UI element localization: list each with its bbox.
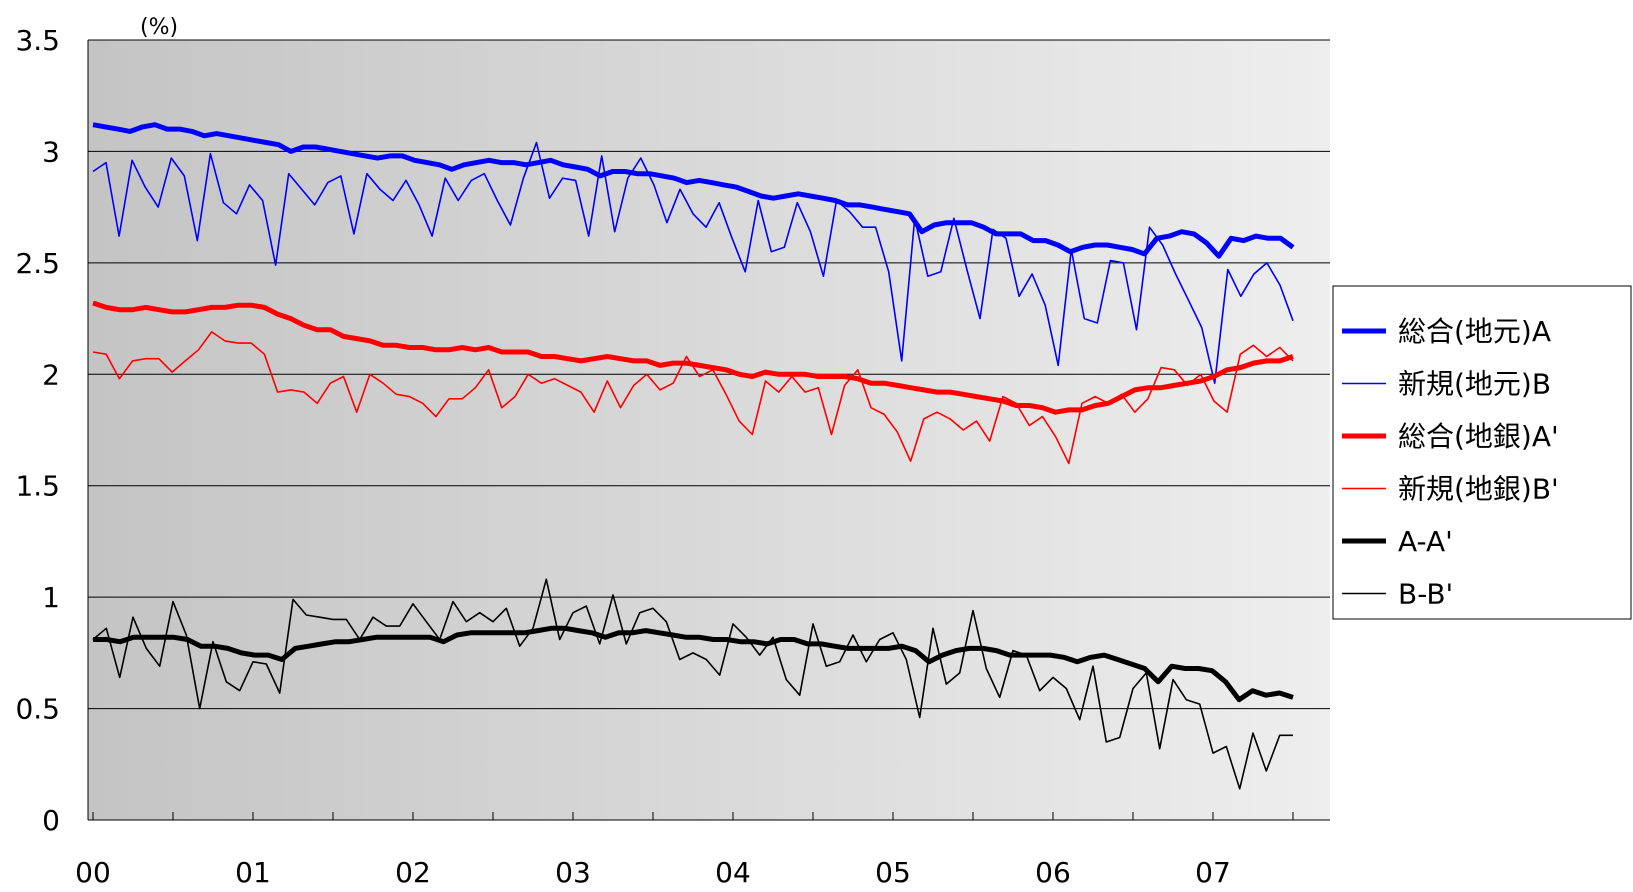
- legend-label: 総合(地銀)A': [1398, 420, 1559, 453]
- series-line-2: [92, 141, 1294, 385]
- y-tick-label: 1.5: [15, 470, 60, 503]
- series-line-6: [92, 578, 1293, 790]
- legend-label: B-B': [1398, 578, 1453, 611]
- series-line-1: [92, 122, 1295, 259]
- y-tick-label: 3.5: [15, 24, 60, 57]
- y-tick-label: 2.5: [15, 247, 60, 280]
- series-line-5: [93, 625, 1294, 703]
- x-tick-label: 02: [395, 856, 431, 889]
- y-tick-label: 0.5: [15, 693, 60, 726]
- legend-label: 新規(地元)B: [1398, 368, 1551, 401]
- y-tick-label: 1: [42, 581, 60, 614]
- x-tick-labels: 00 01 02 03 04 05 06 07: [75, 856, 1231, 889]
- legend-label: 新規(地銀)B': [1398, 473, 1559, 506]
- y-tick-label: 3: [42, 135, 60, 168]
- y-axis-unit-label: (%): [140, 15, 178, 40]
- x-tick-label: 06: [1035, 856, 1071, 889]
- axes: [87, 40, 1330, 821]
- series-layer: [92, 122, 1295, 790]
- x-tick-label: 05: [875, 856, 911, 889]
- x-tick-label: 01: [235, 856, 271, 889]
- series-line-3: [92, 300, 1294, 415]
- y-tick-label: 2: [42, 358, 60, 391]
- legend-label: A-A': [1398, 525, 1453, 558]
- x-tick-label: 03: [555, 856, 591, 889]
- legend-box: [1332, 285, 1632, 620]
- x-tick-label: 00: [75, 856, 111, 889]
- plot-area: [88, 40, 1330, 820]
- y-tick-label: 0: [42, 804, 60, 837]
- legend-label: 総合(地元)A: [1398, 315, 1551, 348]
- x-tick-label: 07: [1195, 856, 1231, 889]
- y-tick-labels: 0 0.5 1 1.5 2 2.5 3 3.5: [15, 24, 60, 837]
- x-tick-label: 04: [715, 856, 751, 889]
- legend: 総合(地元)A 新規(地元)B 総合(地銀)A' 新規(地銀)B' A-A' B-B': [1332, 285, 1632, 620]
